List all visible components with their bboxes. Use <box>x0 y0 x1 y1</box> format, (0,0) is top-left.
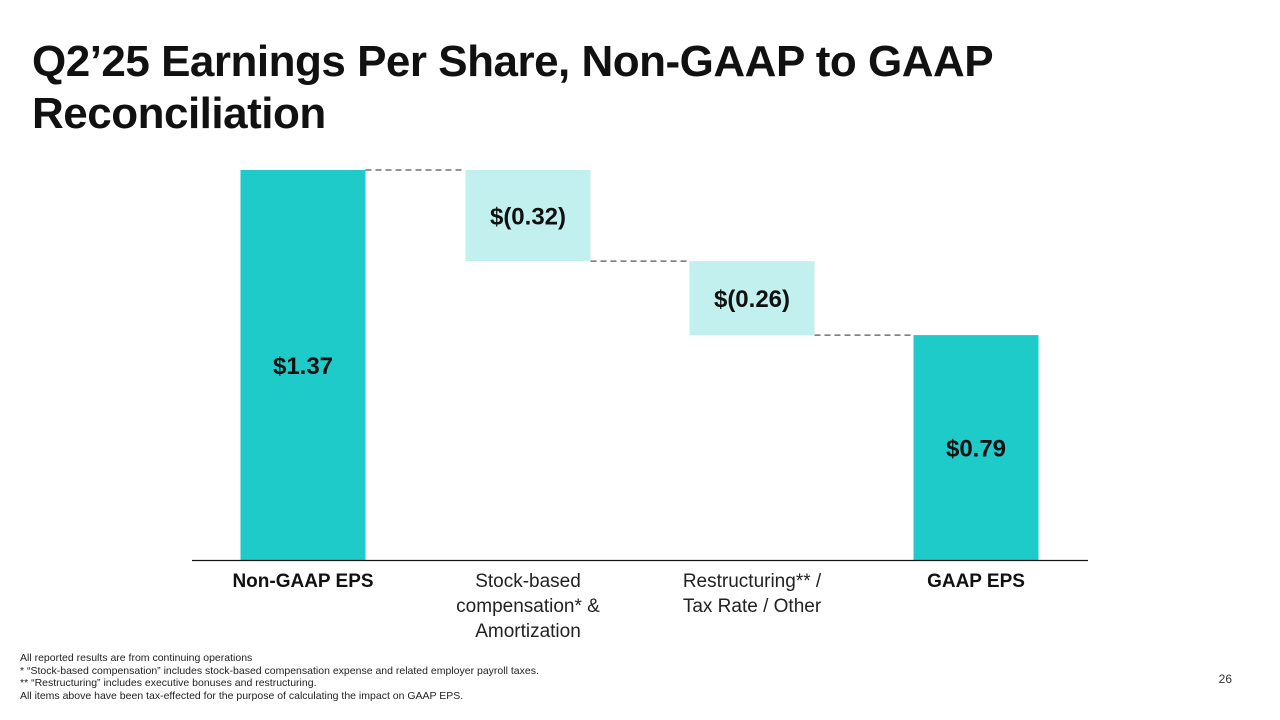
page-number: 26 <box>1218 672 1232 686</box>
bar-4 <box>913 335 1039 560</box>
footnote-stock-comp: * “Stock-based compensation” includes st… <box>20 664 539 677</box>
footnotes: All reported results are from continuing… <box>20 652 920 702</box>
footnote-tax-effected: All items above have been tax-effected f… <box>20 689 464 702</box>
bar-1 <box>240 170 366 560</box>
bar-value-label-2: $(0.32) <box>490 204 566 231</box>
slide-title: Q2’25 Earnings Per Share, Non-GAAP to GA… <box>32 37 993 138</box>
bar-value-label-1: $1.37 <box>273 353 333 380</box>
chart-svg: $1.37 $(0.32) $(0.26) $0.79 Non-GAAP EPS Stoc… <box>192 169 1088 642</box>
category-label-line: Amortization <box>475 621 581 642</box>
category-label-2: Stock-based compensation* & Amortization <box>456 571 600 642</box>
category-label-1: Non-GAAP EPS <box>232 571 373 592</box>
category-label-line: Restructuring** / <box>683 571 822 592</box>
category-label-line: GAAP EPS <box>927 571 1025 592</box>
bar-3 <box>689 261 815 336</box>
category-label-line: Tax Rate / Other <box>683 596 822 617</box>
eps-waterfall-chart: $1.37 $(0.32) $(0.26) $0.79 Non-GAAP EPS Stoc… <box>192 169 1088 642</box>
footnote-continuing-ops: All reported results are from continuing… <box>20 652 253 664</box>
bar-value-label-3: $(0.26) <box>714 286 790 313</box>
footnote-restructuring: ** “Restructuring” includes executive bo… <box>20 677 317 689</box>
bar-value-label-4: $0.79 <box>946 436 1006 463</box>
category-label-line: compensation* & <box>456 596 600 617</box>
category-label-3: Restructuring** / Tax Rate / Other <box>683 571 822 617</box>
category-label-4: GAAP EPS <box>927 571 1025 592</box>
bar-2 <box>465 170 591 262</box>
category-label-line: Non-GAAP EPS <box>232 571 373 592</box>
category-label-line: Stock-based <box>475 571 581 592</box>
